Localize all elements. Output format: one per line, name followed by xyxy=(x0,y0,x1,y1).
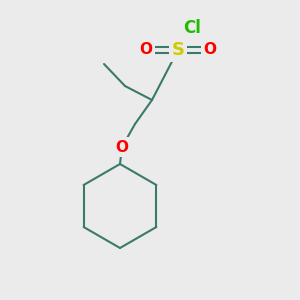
Text: O: O xyxy=(203,43,217,58)
Text: O: O xyxy=(116,140,128,154)
Text: S: S xyxy=(172,41,184,59)
Text: O: O xyxy=(140,43,152,58)
Text: Cl: Cl xyxy=(183,19,201,37)
